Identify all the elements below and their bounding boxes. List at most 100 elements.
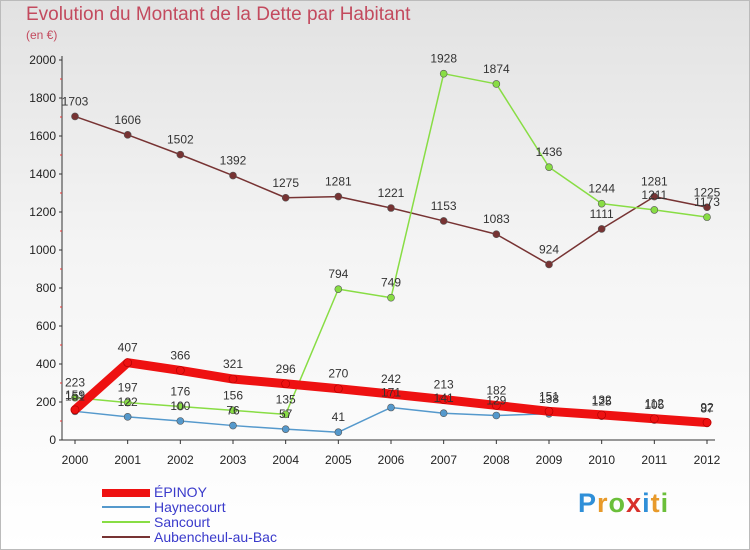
- data-label: 182: [486, 383, 506, 397]
- data-point: [334, 384, 343, 394]
- data-point: [123, 398, 132, 407]
- logo-letter: i: [660, 488, 670, 518]
- data-label: 112: [645, 397, 664, 411]
- legend-swatch-aubencheul: [102, 536, 150, 538]
- y-tick-label: 1200: [29, 205, 56, 219]
- chart-title: Evolution du Montant de la Dette par Hab…: [26, 4, 411, 25]
- data-label: 1173: [694, 195, 720, 209]
- data-label: 1874: [483, 62, 510, 76]
- x-tick-label: 2002: [167, 453, 194, 467]
- x-tick-label: 2003: [220, 453, 247, 467]
- data-label: 171: [381, 386, 401, 400]
- series-line-2: [74, 72, 708, 416]
- data-label: 1221: [378, 186, 405, 200]
- y-tick-label: 400: [36, 357, 56, 371]
- data-point: [334, 192, 343, 201]
- chart-subtitle: (en €): [26, 28, 58, 42]
- data-label: 156: [223, 388, 243, 402]
- data-label: 1244: [588, 182, 615, 196]
- data-label: 1111: [590, 207, 614, 221]
- data-point: [492, 401, 501, 410]
- y-tick-label: 800: [36, 281, 56, 295]
- y-tick-label: 1800: [29, 91, 56, 105]
- legend-label-epinoy: ÉPINOY: [154, 484, 207, 500]
- data-point: [702, 418, 712, 427]
- data-point: [492, 80, 501, 88]
- x-tick-label: 2011: [641, 453, 667, 467]
- y-tick-label: 0: [49, 433, 56, 447]
- x-tick-label: 2004: [272, 453, 299, 467]
- data-point: [281, 410, 290, 419]
- data-point: [176, 150, 185, 159]
- legend-label-haynecourt: Haynecourt: [154, 499, 226, 515]
- legend-swatch-haynecourt: [102, 506, 150, 508]
- data-label: 270: [328, 367, 348, 381]
- data-label: 105: [644, 398, 664, 412]
- logo-letter: r: [597, 488, 609, 518]
- proxiti-logo: Proxiti: [578, 488, 669, 519]
- logo-letter: P: [578, 488, 598, 518]
- y-tick-label: 1400: [29, 167, 56, 181]
- y-tick-label: 200: [36, 395, 56, 409]
- y-tick-label: 1600: [29, 129, 56, 143]
- x-tick-label: 2001: [114, 453, 141, 467]
- data-label: 151: [539, 389, 559, 403]
- data-point: [439, 395, 448, 404]
- data-point: [123, 413, 132, 421]
- data-point: [597, 199, 606, 208]
- data-point: [176, 402, 185, 411]
- data-label: 1275: [272, 176, 299, 190]
- legend-item-aubencheul: Aubencheul-au-Bac: [102, 530, 322, 545]
- logo-letter: t: [650, 488, 661, 518]
- legend-label-sancourt: Sancourt: [154, 514, 211, 530]
- data-label: 151: [65, 389, 85, 403]
- data-label: 366: [170, 348, 190, 362]
- data-label: 1606: [114, 113, 141, 127]
- data-point: [281, 193, 290, 202]
- data-point: [229, 171, 237, 180]
- data-point: [650, 414, 659, 424]
- data-point: [281, 425, 290, 433]
- data-label: 1281: [325, 175, 352, 189]
- data-label: 749: [381, 276, 401, 290]
- data-point: [387, 204, 395, 212]
- y-tick-label: 2000: [29, 53, 56, 67]
- data-label: 1502: [167, 133, 194, 147]
- logo-letter: o: [608, 488, 627, 518]
- data-label: 138: [539, 392, 559, 406]
- data-point: [545, 260, 553, 269]
- data-point: [703, 213, 711, 221]
- data-label: 135: [276, 392, 296, 406]
- data-label: 296: [276, 362, 296, 376]
- x-tick-label: 2009: [536, 453, 563, 467]
- data-label: 132: [592, 393, 612, 407]
- data-point: [439, 409, 448, 418]
- data-point: [650, 206, 659, 214]
- logo-letter: x: [626, 488, 643, 518]
- data-label: 1083: [483, 212, 510, 226]
- data-point: [492, 411, 501, 420]
- data-label: 76: [226, 404, 240, 418]
- data-label: 1225: [694, 185, 721, 199]
- data-point: [334, 285, 343, 293]
- data-point: [70, 405, 80, 415]
- data-label: 1211: [641, 188, 667, 202]
- logo-letter: i: [642, 488, 651, 518]
- data-point: [71, 393, 79, 402]
- data-label: 141: [434, 391, 454, 405]
- legend-label-aubencheul: Aubencheul-au-Bac: [154, 529, 277, 545]
- x-tick-label: 2008: [483, 453, 510, 467]
- data-point: [123, 358, 132, 367]
- y-tick-label: 1000: [29, 243, 56, 257]
- data-label: 176: [170, 385, 190, 399]
- data-point: [228, 374, 238, 384]
- data-point: [229, 406, 237, 415]
- legend-swatch-sancourt: [102, 521, 150, 523]
- legend-swatch-epinoy: [102, 489, 150, 497]
- data-label: 1153: [431, 199, 457, 213]
- data-label: 242: [381, 372, 401, 386]
- data-point: [229, 421, 237, 430]
- data-point: [545, 163, 553, 171]
- data-point: [176, 417, 185, 425]
